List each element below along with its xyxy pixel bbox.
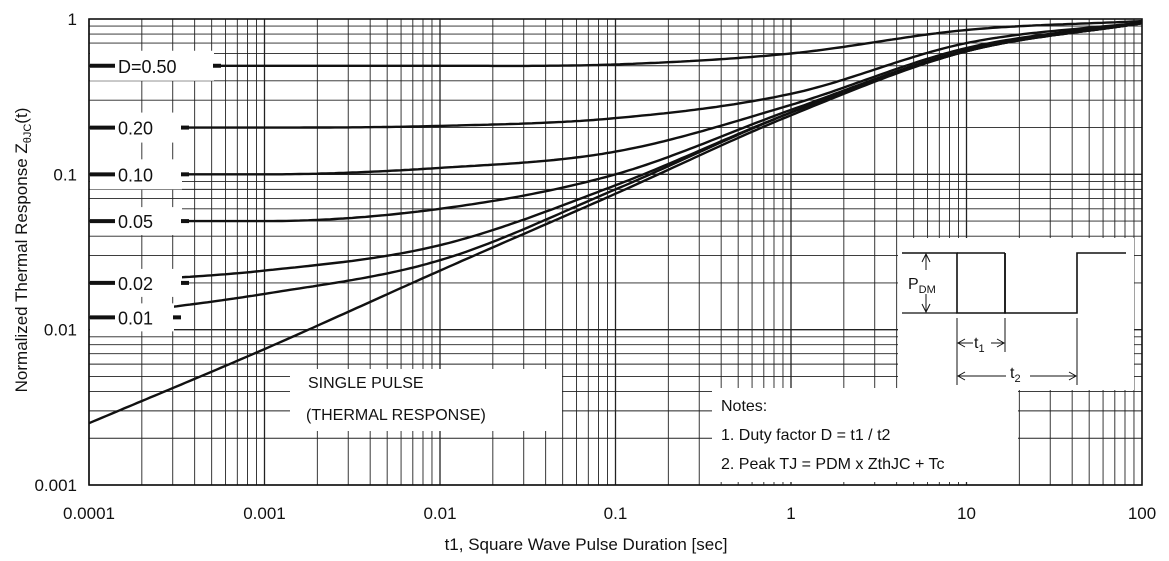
plot-border — [88, 18, 1143, 486]
series-label: D=0.50 — [118, 57, 177, 77]
series-label: 0.05 — [118, 212, 153, 232]
notes-line-1: 1. Duty factor D = t1 / t2 — [721, 427, 891, 444]
series-line-d-0-50 — [89, 19, 1143, 68]
y-axis-title: Normalized Thermal Response ZθJC(t) — [12, 108, 34, 393]
y-tick-label: 0.01 — [44, 321, 77, 340]
t2-arrows — [956, 371, 1078, 381]
curves — [88, 19, 1143, 425]
t1-label: t1 — [974, 335, 985, 355]
t1-arrows — [956, 338, 1006, 348]
t2-label: t2 — [1010, 365, 1021, 385]
series-line-0-10 — [89, 21, 1143, 176]
series-line-single-pulse — [88, 22, 1143, 425]
pulse-diagram-background — [898, 238, 1134, 390]
series-line-0-20 — [89, 21, 1143, 129]
tick-labels: 0.0001 0.001 0.01 0.1 1 10 100 0.001 0.01 0.1 1 — [34, 10, 1156, 523]
series-label: 0.20 — [118, 119, 153, 139]
t1-label-bg — [973, 333, 991, 353]
y-tick-label: 1 — [68, 10, 77, 29]
notes-annotation: Notes: 1. Duty factor D = t1 / t2 2. Pea… — [712, 388, 1018, 482]
notes-heading: Notes: — [721, 398, 767, 415]
x-tick-label: 0.01 — [423, 504, 456, 523]
x-tick-label: 100 — [1128, 504, 1156, 523]
series-label: 0.10 — [118, 165, 153, 185]
x-axis-title: t1, Square Wave Pulse Duration [sec] — [445, 535, 728, 554]
notes-box — [712, 388, 1018, 482]
series-label: 0.01 — [118, 308, 153, 328]
label-boxes: D=0.50 0.20 0.10 0.05 0.02 0.01 — [90, 50, 221, 332]
x-tick-label: 10 — [957, 504, 976, 523]
plot-frame — [88, 18, 1143, 486]
single-pulse-line-2: (THERMAL RESPONSE) — [306, 407, 486, 424]
pdm-arrows — [921, 252, 931, 314]
series-label: 0.02 — [118, 274, 153, 294]
y-tick-label: 0.001 — [34, 476, 77, 495]
x-tick-label: 0.001 — [243, 504, 286, 523]
x-tick-label: 0.0001 — [63, 504, 115, 523]
pdm-label: PDM — [908, 276, 936, 296]
single-pulse-line-1: SINGLE PULSE — [308, 375, 424, 392]
x-tick-label: 0.1 — [604, 504, 628, 523]
pulse-diagram: PDM t1 t2 — [898, 238, 1134, 390]
single-pulse-annotation: SINGLE PULSE (THERMAL RESPONSE) — [290, 369, 562, 431]
y-tick-label: 0.1 — [53, 165, 77, 184]
single-pulse-box — [290, 369, 562, 431]
pdm-label-bg — [906, 270, 954, 294]
x-tick-label: 1 — [786, 504, 795, 523]
pulse-waveform-segment-2 — [1004, 252, 1126, 314]
notes-line-2: 2. Peak TJ = PDM x ZthJC + Tc — [721, 456, 944, 473]
t2-label-bg — [1006, 365, 1030, 385]
